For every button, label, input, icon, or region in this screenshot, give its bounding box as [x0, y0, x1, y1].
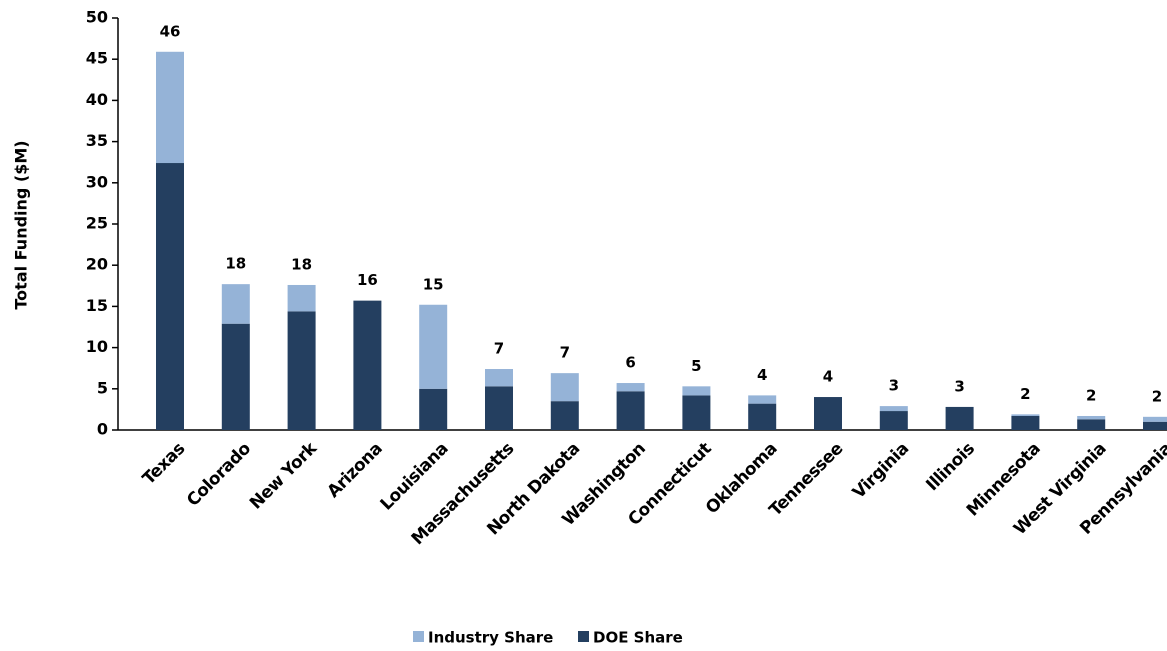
y-tick-label: 45: [86, 49, 108, 68]
bar-segment: [682, 395, 711, 430]
bar-segment: [1143, 416, 1167, 422]
legend-swatch: [578, 631, 589, 642]
bar-segment: [221, 284, 250, 324]
y-tick-label: 35: [86, 131, 108, 150]
bar-segment: [945, 406, 974, 430]
total-label: 7: [494, 340, 504, 358]
legend-swatch: [413, 631, 424, 642]
bar-segment: [879, 406, 908, 412]
bar-segment: [485, 369, 513, 387]
bar-segment: [287, 311, 316, 430]
total-label: 3: [889, 377, 899, 395]
bar-segment: [419, 304, 448, 389]
y-tick-label: 30: [86, 172, 108, 191]
total-label: 4: [823, 368, 833, 386]
bar-segment: [156, 51, 184, 164]
total-label: 18: [225, 255, 246, 273]
legend-label: DOE Share: [593, 629, 683, 647]
y-tick-label: 15: [86, 296, 108, 315]
y-tick-label: 5: [97, 378, 108, 397]
y-tick-label: 0: [97, 420, 108, 439]
bar-segment: [616, 391, 645, 430]
bar-segment: [221, 323, 250, 430]
bar-segment: [1077, 415, 1106, 420]
bar-segment: [1011, 414, 1040, 416]
total-label: 5: [691, 357, 701, 375]
x-tick-label: Arizona: [324, 439, 387, 502]
bar-segment: [616, 383, 645, 392]
x-tick-label: New York: [246, 438, 321, 513]
x-tick-label: Colorado: [183, 439, 255, 511]
bar-segment: [550, 373, 579, 402]
bar-segment: [682, 386, 711, 396]
y-tick-label: 10: [86, 337, 108, 356]
y-axis-title: Total Funding ($M): [12, 140, 31, 309]
total-label: 16: [357, 271, 378, 289]
bar-segment: [1011, 415, 1040, 430]
y-tick-label: 20: [86, 255, 108, 274]
total-label: 3: [954, 377, 964, 395]
bar-segment: [1143, 421, 1167, 430]
y-tick-label: 50: [86, 8, 108, 27]
bar-segment: [156, 163, 184, 431]
total-label: 2: [1086, 386, 1096, 404]
legend-label: Industry Share: [428, 629, 553, 647]
total-label: 7: [560, 344, 570, 362]
total-label: 18: [291, 255, 312, 273]
total-label: 46: [160, 22, 181, 40]
x-tick-label: Illinois: [922, 439, 979, 496]
bar-segment: [814, 397, 842, 430]
total-label: 2: [1020, 385, 1030, 403]
bar-segment: [1077, 419, 1106, 430]
bar-segment: [287, 284, 316, 312]
bar-segment: [879, 411, 908, 430]
total-label: 15: [423, 275, 444, 293]
total-label: 6: [625, 354, 635, 372]
bar-segment: [550, 401, 579, 430]
y-tick-label: 40: [86, 90, 108, 109]
bar-segment: [353, 300, 382, 430]
total-label: 4: [757, 366, 767, 384]
x-tick-label: Texas: [139, 439, 189, 489]
total-label: 2: [1152, 387, 1162, 405]
bar-segment: [748, 403, 777, 430]
y-tick-label: 25: [86, 214, 108, 233]
bar-segment: [419, 388, 448, 430]
bar-segment: [748, 395, 777, 404]
bar-segment: [485, 386, 513, 430]
x-tick-label: Virginia: [849, 439, 913, 503]
